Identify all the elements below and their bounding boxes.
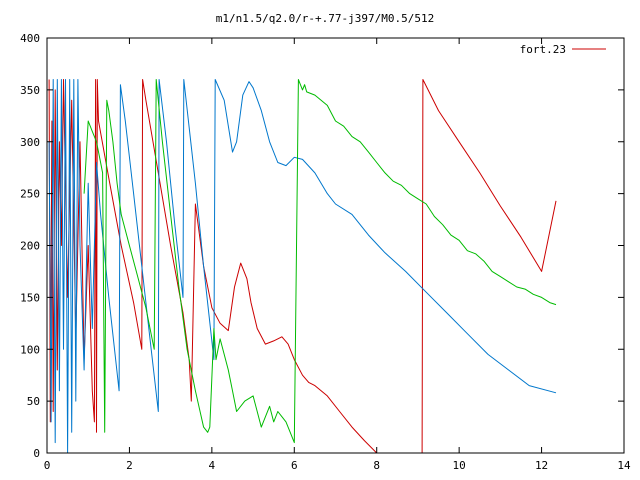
x-tick-label: 14 — [617, 459, 631, 472]
x-tick-label: 6 — [291, 459, 298, 472]
x-tick-label: 12 — [535, 459, 548, 472]
x-tick-label: 4 — [209, 459, 216, 472]
y-tick-label: 200 — [20, 240, 40, 253]
y-tick-label: 300 — [20, 136, 40, 149]
ticks-layer: 0 2 4 6 8 10 12 14 0 50 100 150 200 250 300 350 400 — [20, 32, 631, 472]
series-line-2 — [83, 79, 557, 444]
y-tick-label: 100 — [20, 343, 40, 356]
x-tick-label: 2 — [126, 459, 133, 472]
chart-title: m1/n1.5/q2.0/r-+.77-j397/M0.5/512 — [216, 12, 435, 25]
legend: fort.23 — [520, 43, 606, 56]
legend-label: fort.23 — [520, 43, 566, 56]
y-tick-label: 350 — [20, 84, 40, 97]
y-tick-label: 0 — [33, 447, 40, 460]
y-tick-label: 50 — [27, 395, 40, 408]
y-tick-label: 400 — [20, 32, 40, 45]
series-layer — [48, 79, 557, 454]
x-tick-label: 10 — [453, 459, 466, 472]
y-tick-label: 250 — [20, 188, 40, 201]
series-line-1 — [48, 79, 557, 454]
series-line-0 — [48, 79, 557, 454]
y-tick-label: 150 — [20, 291, 40, 304]
x-tick-label: 0 — [44, 459, 51, 472]
plot-frame — [46, 37, 625, 454]
x-tick-label: 8 — [373, 459, 380, 472]
